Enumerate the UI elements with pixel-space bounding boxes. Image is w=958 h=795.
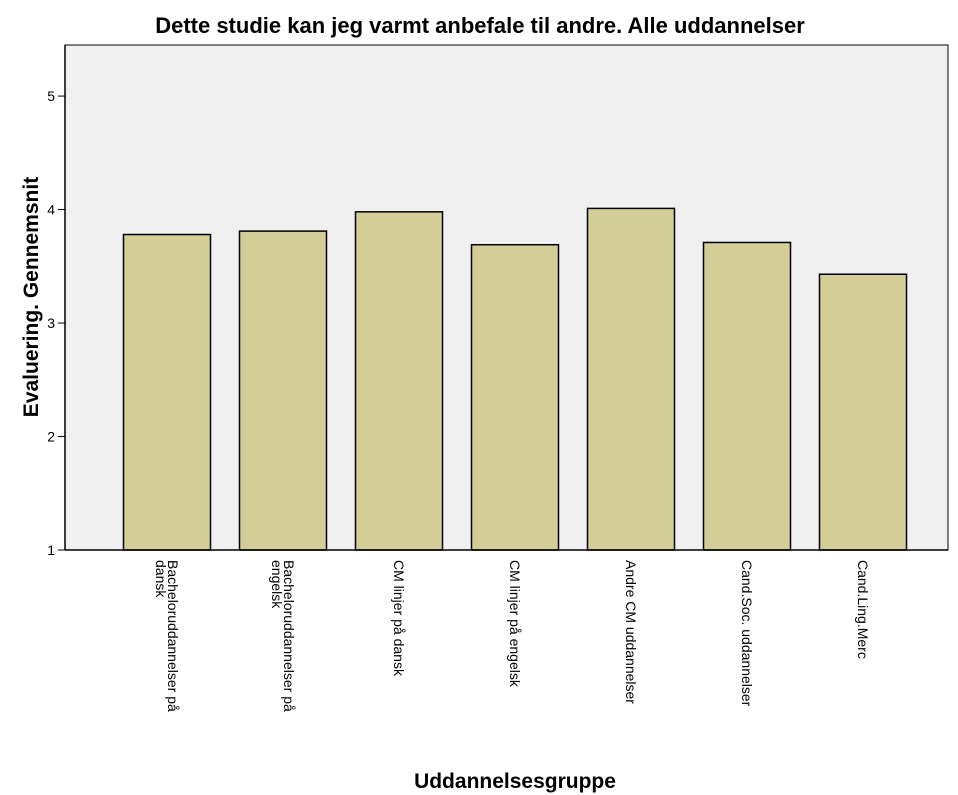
y-tick-label: 3: [47, 315, 55, 331]
bar: [470, 243, 560, 551]
y-tick-label: 2: [47, 429, 55, 445]
x-tick-label: CM linjer på engelsk: [507, 560, 523, 688]
y-axis-label: Evaluering. Gennemsnit: [20, 177, 43, 417]
y-tick-label: 1: [47, 542, 55, 558]
x-tick-label: Bacheloruddannelser på dansk: [153, 560, 181, 716]
x-tick-label: Cand.Soc. uddannelser: [739, 560, 755, 707]
bar: [586, 207, 676, 551]
bar: [354, 211, 444, 551]
bar: [818, 273, 908, 551]
y-tick-label: 5: [47, 88, 55, 104]
x-tick-label: Andre CM uddannelser: [623, 560, 639, 704]
bar: [238, 230, 328, 551]
bar: [702, 241, 792, 551]
chart-title: Dette studie kan jeg varmt anbefale til …: [155, 13, 805, 38]
bar: [122, 233, 212, 551]
x-tick-label: Bacheloruddannelser på engelsk: [269, 560, 297, 716]
x-tick-label: Cand.Ling.Merc: [855, 560, 871, 659]
y-tick-label: 4: [47, 202, 55, 218]
x-tick-label: CM linjer på dansk: [391, 560, 407, 677]
x-axis-label: Uddannelsesgruppe: [414, 770, 616, 793]
